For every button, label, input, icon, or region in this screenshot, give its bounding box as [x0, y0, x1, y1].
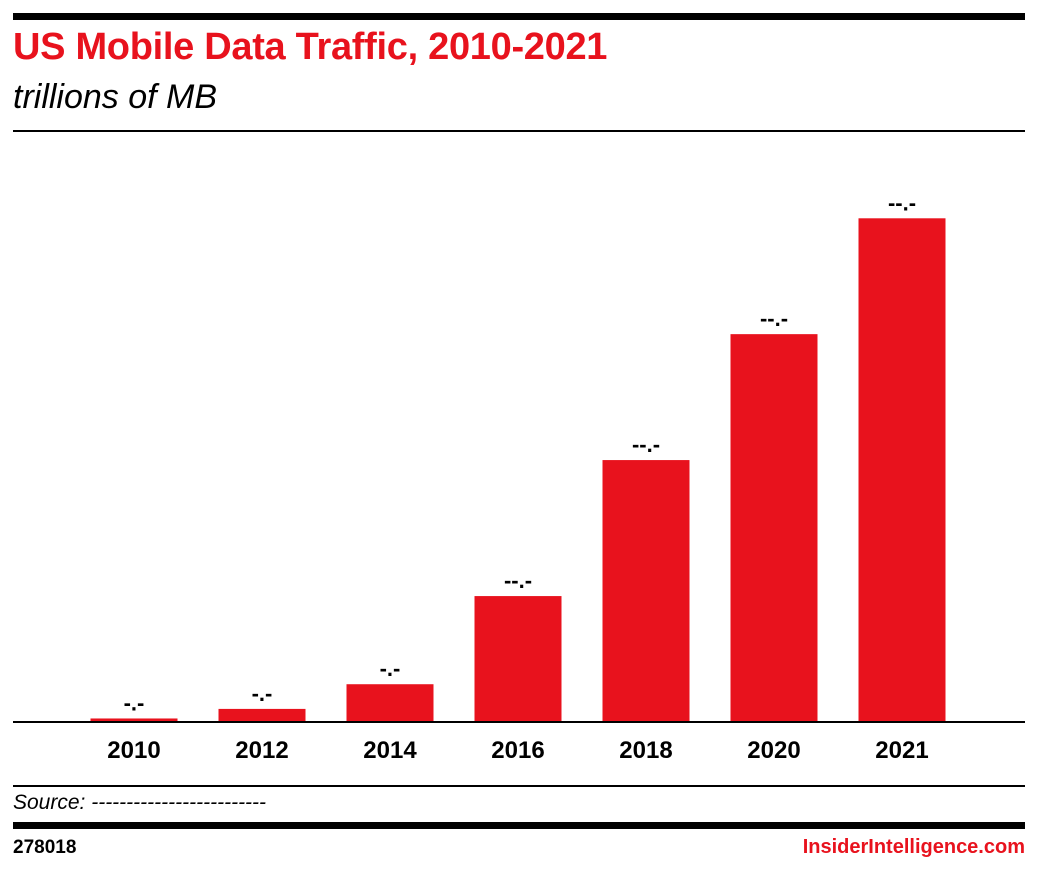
brand-link[interactable]: InsiderIntelligence.com [802, 836, 1025, 858]
bottom-rule [13, 822, 1025, 829]
bar-2012 [218, 708, 306, 722]
value-label-2020: --.- [760, 306, 788, 331]
value-label-2012: -.- [252, 681, 273, 706]
x-tick-label-2016: 2016 [491, 737, 544, 764]
header-divider [13, 130, 1025, 132]
x-tick-label-2010: 2010 [107, 737, 160, 764]
chart-id: 278018 [13, 837, 77, 858]
chart-subtitle: trillions of MB [13, 78, 218, 116]
source-note: Source: ------------------------- [13, 791, 267, 814]
bar-chart: -.- 2010 -.- 2012 -.- 2014 --.- 2016 --.- 2018 --.… [13, 190, 1025, 764]
x-tick-label-2020: 2020 [747, 737, 800, 764]
bar-2021 [858, 218, 946, 722]
value-label-2018: --.- [632, 432, 660, 457]
value-label-2014: -.- [380, 656, 401, 681]
value-label-2021: --.- [888, 190, 916, 215]
top-rule [13, 13, 1025, 20]
x-tick-label-2021: 2021 [875, 737, 928, 764]
bar-2010 [90, 718, 178, 722]
value-label-2010: -.- [124, 690, 145, 715]
source-divider [13, 785, 1025, 787]
chart-title: US Mobile Data Traffic, 2010-2021 [13, 26, 608, 68]
value-label-2016: --.- [504, 568, 532, 593]
bar-2018 [602, 460, 690, 722]
bar-2020 [730, 334, 818, 722]
x-tick-label-2018: 2018 [619, 737, 672, 764]
bar-2014 [346, 684, 434, 722]
bar-2016 [474, 596, 562, 722]
x-tick-label-2014: 2014 [363, 737, 417, 764]
x-tick-label-2012: 2012 [235, 737, 288, 764]
